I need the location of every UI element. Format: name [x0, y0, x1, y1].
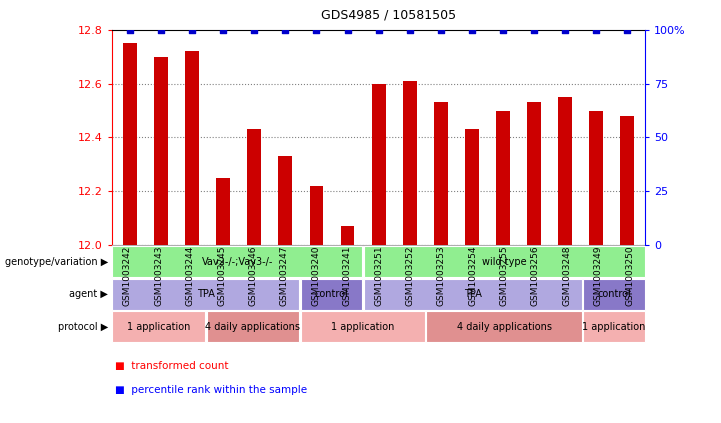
Point [435, 26, 446, 33]
Bar [154, 57, 169, 245]
Bar [247, 129, 262, 245]
Bar [278, 157, 293, 245]
Text: agent ▶: agent ▶ [69, 289, 108, 299]
Bar [526, 102, 541, 245]
Text: GSM1003245: GSM1003245 [217, 246, 226, 306]
Point [497, 26, 508, 33]
Point [187, 26, 198, 33]
Bar [216, 178, 231, 245]
Bar [620, 116, 634, 245]
Text: Vav2-/-;Vav3-/-: Vav2-/-;Vav3-/- [202, 257, 273, 266]
Text: GSM1003248: GSM1003248 [562, 246, 571, 306]
Point [466, 26, 477, 33]
Text: GSM1003246: GSM1003246 [249, 246, 257, 306]
Text: 4 daily applications: 4 daily applications [205, 322, 301, 332]
Bar [123, 43, 137, 245]
Point [528, 26, 539, 33]
Text: GDS4985 / 10581505: GDS4985 / 10581505 [321, 8, 456, 21]
Text: GSM1003240: GSM1003240 [311, 246, 320, 306]
Bar [588, 110, 603, 245]
Text: ■  percentile rank within the sample: ■ percentile rank within the sample [115, 385, 307, 395]
Bar [433, 102, 448, 245]
Text: GSM1003247: GSM1003247 [280, 246, 289, 306]
Point [342, 26, 353, 33]
Point [280, 26, 291, 33]
Text: wild type: wild type [482, 257, 526, 266]
Point [373, 26, 384, 33]
Text: ■  transformed count: ■ transformed count [115, 361, 229, 371]
Text: TPA: TPA [464, 289, 482, 299]
Text: control: control [314, 289, 348, 299]
Point [218, 26, 229, 33]
Text: GSM1003254: GSM1003254 [468, 246, 477, 306]
Bar [557, 97, 572, 245]
Point [621, 26, 632, 33]
Bar [495, 110, 510, 245]
Bar [371, 83, 386, 245]
Point [125, 26, 136, 33]
Point [249, 26, 260, 33]
Text: GSM1003249: GSM1003249 [593, 246, 603, 306]
Text: GSM1003252: GSM1003252 [405, 246, 415, 306]
Text: protocol ▶: protocol ▶ [58, 322, 108, 332]
Text: GSM1003256: GSM1003256 [531, 246, 540, 306]
Text: GSM1003244: GSM1003244 [186, 246, 195, 306]
Text: GSM1003250: GSM1003250 [625, 246, 634, 306]
Text: GSM1003242: GSM1003242 [123, 246, 132, 306]
Point [156, 26, 167, 33]
Text: GSM1003255: GSM1003255 [500, 246, 508, 306]
Text: GSM1003241: GSM1003241 [342, 246, 352, 306]
Bar [340, 226, 355, 245]
Text: GSM1003253: GSM1003253 [437, 246, 446, 306]
Text: GSM1003251: GSM1003251 [374, 246, 383, 306]
Bar [185, 51, 200, 245]
Text: 1 application: 1 application [127, 322, 190, 332]
Text: TPA: TPA [197, 289, 215, 299]
Point [590, 26, 601, 33]
Text: 4 daily applications: 4 daily applications [456, 322, 552, 332]
Text: control: control [597, 289, 631, 299]
Bar [402, 81, 417, 245]
Bar [464, 129, 479, 245]
Text: GSM1003243: GSM1003243 [154, 246, 164, 306]
Bar [309, 186, 324, 245]
Text: 1 application: 1 application [331, 322, 394, 332]
Point [311, 26, 322, 33]
Point [559, 26, 570, 33]
Text: 1 application: 1 application [583, 322, 645, 332]
Text: genotype/variation ▶: genotype/variation ▶ [5, 257, 108, 266]
Point [404, 26, 415, 33]
